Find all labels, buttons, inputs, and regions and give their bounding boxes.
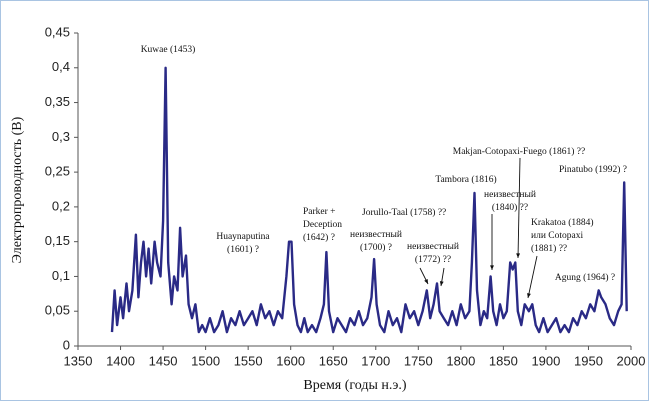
annotation: или Cotopaxi — [531, 231, 583, 241]
annotation: Deception — [303, 220, 342, 230]
x-tick-label: 1600 — [276, 353, 305, 368]
annotation-arrow — [527, 255, 538, 299]
y-tick-label: 0,25 — [45, 164, 70, 179]
annotation: Jorullo-Taal (1758) ?? — [362, 207, 446, 218]
y-tick-label: 0,1 — [52, 268, 70, 283]
x-tick-label: 1950 — [574, 353, 603, 368]
x-tick-label: 1550 — [234, 353, 263, 368]
x-tick-label: 1700 — [361, 353, 390, 368]
y-tick-label: 0,2 — [52, 198, 70, 213]
annotation: (1840) ?? — [492, 202, 528, 213]
arrow-head — [527, 293, 531, 298]
annotation-arrow — [517, 157, 521, 259]
x-tick-label: 1650 — [319, 353, 348, 368]
annotation: неизвестный — [350, 229, 402, 240]
arrow-head — [516, 253, 521, 258]
annotation: Kuwae (1453) — [141, 44, 196, 55]
annotation: Krakatoa (1884) — [531, 217, 594, 228]
x-tick-label: 1400 — [106, 353, 135, 368]
x-tick-label: 1350 — [64, 353, 93, 368]
y-tick-label: 0,15 — [45, 233, 70, 248]
y-tick-label: 0,4 — [52, 59, 70, 74]
annotation: неизвестный — [484, 189, 536, 200]
annotation: Parker + — [303, 207, 336, 217]
x-tick-label: 1500 — [191, 353, 220, 368]
x-axis-label: Время (годы н.э.) — [303, 378, 407, 393]
annotation: неизвестный — [407, 241, 459, 252]
y-tick-label: 0 — [63, 337, 70, 352]
annotation: Tambora (1816) — [435, 174, 496, 185]
arrow-head — [490, 265, 494, 270]
annotation: (1642) ? — [303, 232, 335, 243]
x-tick-label: 2000 — [617, 353, 646, 368]
annotation: (1601) ? — [227, 244, 259, 255]
x-tick-label: 1750 — [404, 353, 433, 368]
y-tick-label: 0,35 — [45, 94, 70, 109]
x-tick-label: 1800 — [446, 353, 475, 368]
arrow-head — [439, 281, 444, 286]
annotation: Makjan-Cotopaxi-Fuego (1861) ?? — [453, 146, 585, 157]
x-tick-label: 1900 — [531, 353, 560, 368]
y-tick-label: 0,3 — [52, 129, 70, 144]
y-tick-label: 0,05 — [45, 303, 70, 318]
annotation: (1772) ?? — [415, 254, 451, 265]
x-tick-label: 1450 — [149, 353, 178, 368]
arrow-head — [424, 279, 428, 284]
annotation: (1700) ? — [360, 242, 392, 253]
y-tick-label: 0,45 — [45, 24, 70, 39]
annotation: (1881) ?? — [531, 243, 567, 254]
y-axis-label: Электропроводность (В) — [10, 116, 25, 263]
annotation: Huaynaputina — [216, 232, 270, 242]
x-tick-label: 1850 — [489, 353, 518, 368]
annotation: Agung (1964) ? — [555, 272, 615, 283]
annotation: Pinatubo (1992) ? — [559, 164, 627, 175]
data-line — [110, 66, 628, 334]
